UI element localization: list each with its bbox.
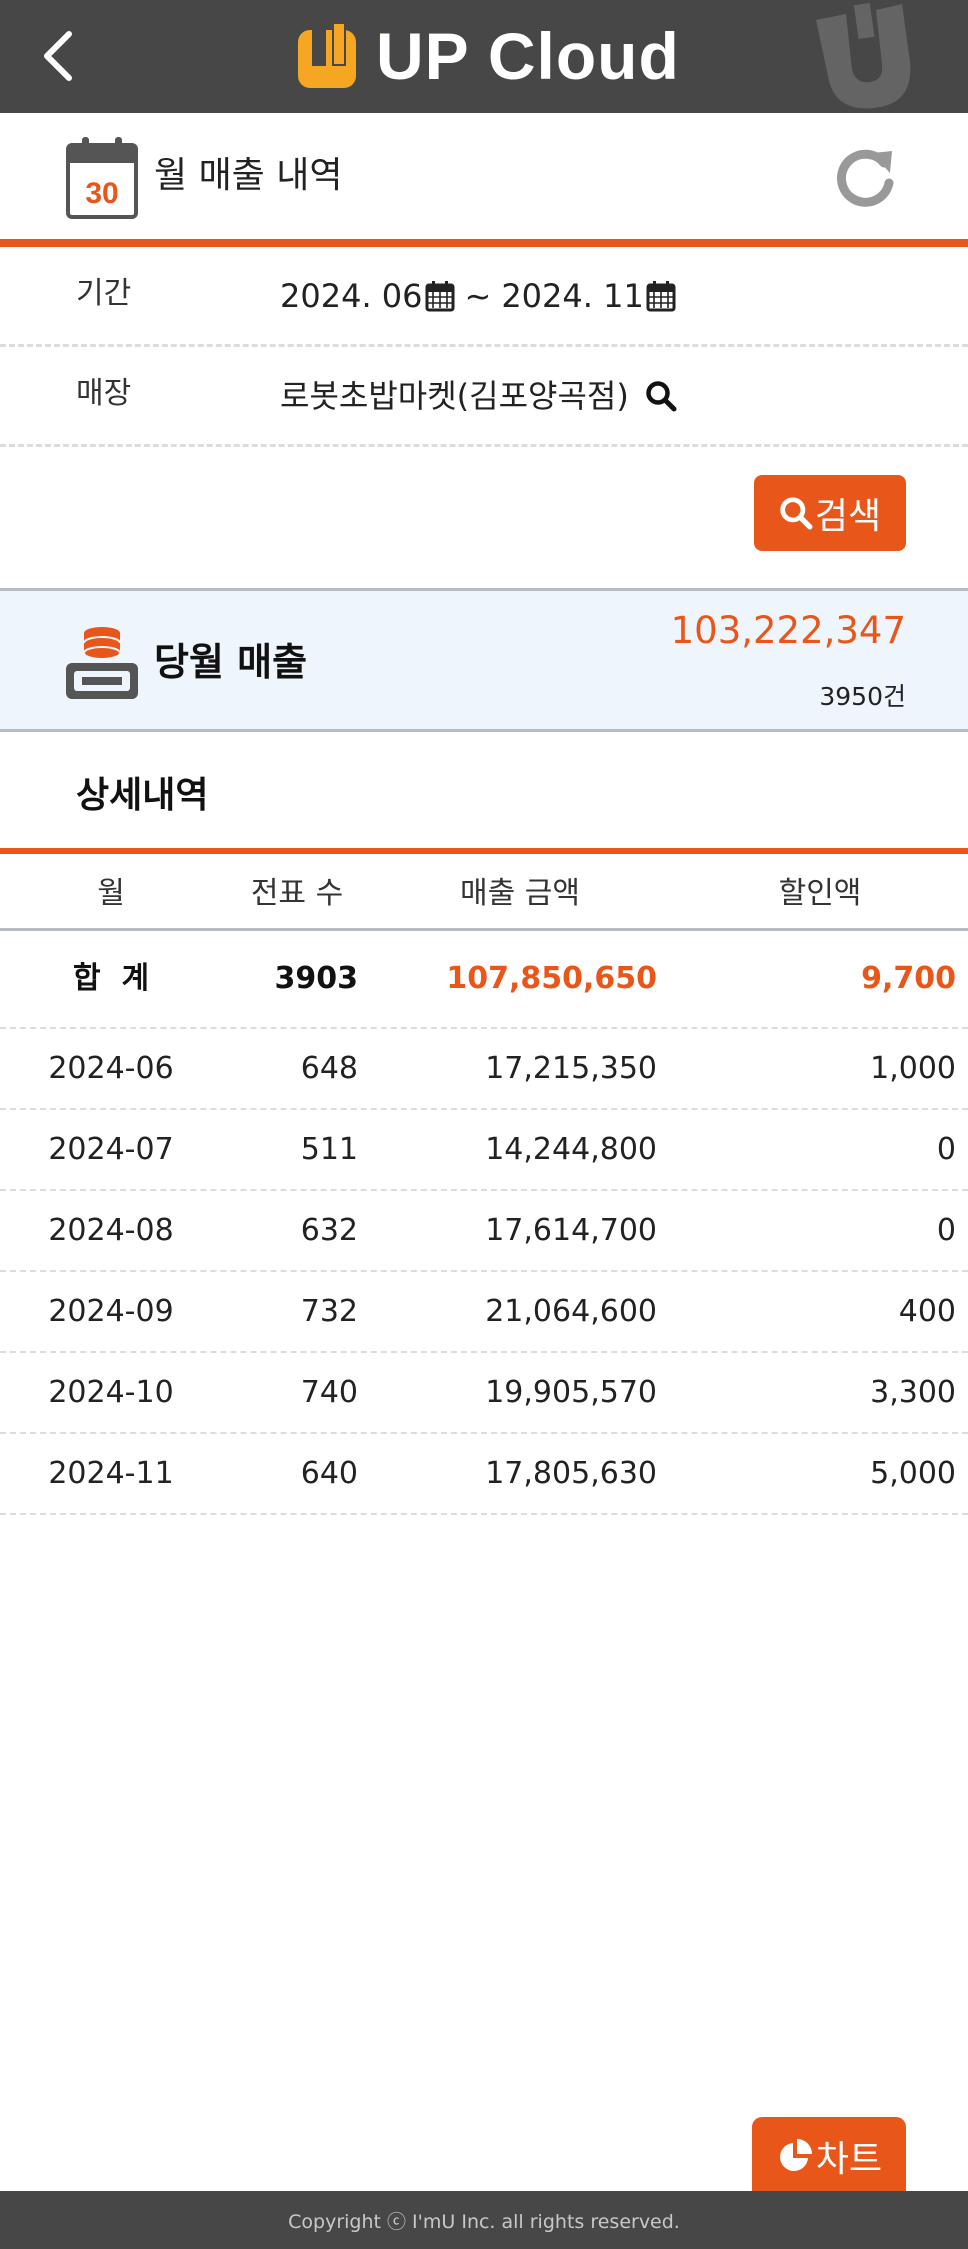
row-discount: 5,000 [870,1456,956,1491]
footer: Copyright ⓒ I'mU Inc. all rights reserve… [0,2191,968,2249]
store-value: 로봇초밥마켓(김포양곡점) [280,377,629,415]
row-discount: 0 [936,1132,956,1167]
watermark-logo-icon [816,3,911,109]
search-button[interactable]: 검색 [754,475,906,551]
refresh-icon [837,149,894,207]
period-value: 2024. 06 ~ 2024. 11 [280,269,676,323]
row-count: 640 [300,1456,358,1491]
row-amount: 19,905,570 [485,1375,657,1410]
title-bar: 30 월 매출 내역 [0,113,968,239]
store-filter-row: 매장 로봇초밥마켓(김포양곡점) [0,347,968,447]
row-discount: 3,300 [870,1375,956,1410]
row-count: 632 [300,1213,358,1248]
period-start: 2024. 06 [280,277,423,315]
table-row: 2024-09 732 21,064,600 400 [0,1272,968,1353]
chevron-left-icon [44,31,72,81]
store-label: 매장 [76,376,132,411]
total-count: 3903 [274,961,359,996]
page-title: 월 매출 내역 [154,155,343,196]
period-end: 2024. 11 [501,277,644,315]
calendar-small-icon [646,281,676,312]
app-name: UP Cloud [376,19,680,93]
total-row: 합 계 3903 107,850,650 9,700 [0,931,968,1029]
sales-register-icon [66,627,138,699]
calendar-small-icon [425,281,454,312]
refresh-button[interactable] [832,143,898,209]
app-header: UP Cloud [0,0,968,113]
row-count: 648 [300,1051,358,1086]
table-header: 월 전표 수 매출 금액 할인액 [0,848,968,931]
calendar-day: 30 [85,177,118,210]
row-amount: 14,244,800 [485,1132,657,1167]
row-count: 732 [300,1294,358,1329]
table-row: 2024-10 740 19,905,570 3,300 [0,1353,968,1434]
monthly-summary: 당월 매출 103,222,347 3950건 [0,588,968,732]
row-amount: 17,614,700 [485,1213,657,1248]
store-value-wrap: 로봇초밥마켓(김포양곡점) [280,369,677,423]
row-amount: 17,805,630 [485,1456,657,1491]
search-button-label: 검색 [814,496,882,537]
period-label: 기간 [76,276,132,311]
total-label: 합 계 [72,961,150,996]
detail-section-title: 상세내역 [76,775,209,816]
total-discount: 9,700 [861,961,956,996]
title-divider [0,239,968,247]
monthly-sales-amount: 103,222,347 [670,609,906,652]
row-amount: 21,064,600 [485,1294,657,1329]
copyright-text: Copyright ⓒ I'mU Inc. all rights reserve… [288,2210,680,2233]
row-month: 2024-08 [48,1213,174,1248]
search-icon [780,497,813,530]
row-discount: 1,000 [870,1051,956,1086]
row-discount: 0 [936,1213,956,1248]
table-row: 2024-06 648 17,215,350 1,000 [0,1029,968,1110]
monthly-sales-count: 3950건 [819,682,906,711]
row-month: 2024-06 [48,1051,174,1086]
search-icon [646,381,677,412]
row-month: 2024-10 [48,1375,174,1410]
col-amount: 매출 금액 [460,876,580,911]
chart-button[interactable]: 차트 [752,2117,906,2195]
row-month: 2024-09 [48,1294,174,1329]
row-count: 511 [300,1132,358,1167]
col-month: 월 [97,876,125,911]
table-row: 2024-07 511 14,244,800 0 [0,1110,968,1191]
col-discount: 할인액 [778,876,862,911]
period-separator: ~ [464,277,492,315]
chart-button-label: 차트 [815,2139,883,2180]
row-amount: 17,215,350 [485,1051,657,1086]
store-search-button[interactable] [643,380,677,412]
calendar-icon: 30 [66,137,138,219]
period-start-picker[interactable]: 2024. 06 [280,269,455,323]
row-month: 2024-11 [48,1456,174,1491]
table-row: 2024-08 632 17,614,700 0 [0,1191,968,1272]
table-row: 2024-11 640 17,805,630 5,000 [0,1434,968,1515]
monthly-sales-label: 당월 매출 [154,640,308,684]
total-amount: 107,850,650 [446,961,657,996]
back-button[interactable] [30,26,86,86]
app-logo: UP Cloud [298,20,680,92]
upcloud-logo-icon [298,22,356,88]
col-count: 전표 수 [250,876,344,911]
row-discount: 400 [898,1294,956,1329]
detail-table: 월 전표 수 매출 금액 할인액 합 계 3903 107,850,650 9,… [0,848,968,1515]
period-end-picker[interactable]: 2024. 11 [501,269,676,323]
period-filter-row: 기간 2024. 06 ~ 2024. 11 [0,247,968,347]
row-month: 2024-07 [48,1132,174,1167]
pie-chart-icon [779,2139,812,2171]
row-count: 740 [300,1375,358,1410]
